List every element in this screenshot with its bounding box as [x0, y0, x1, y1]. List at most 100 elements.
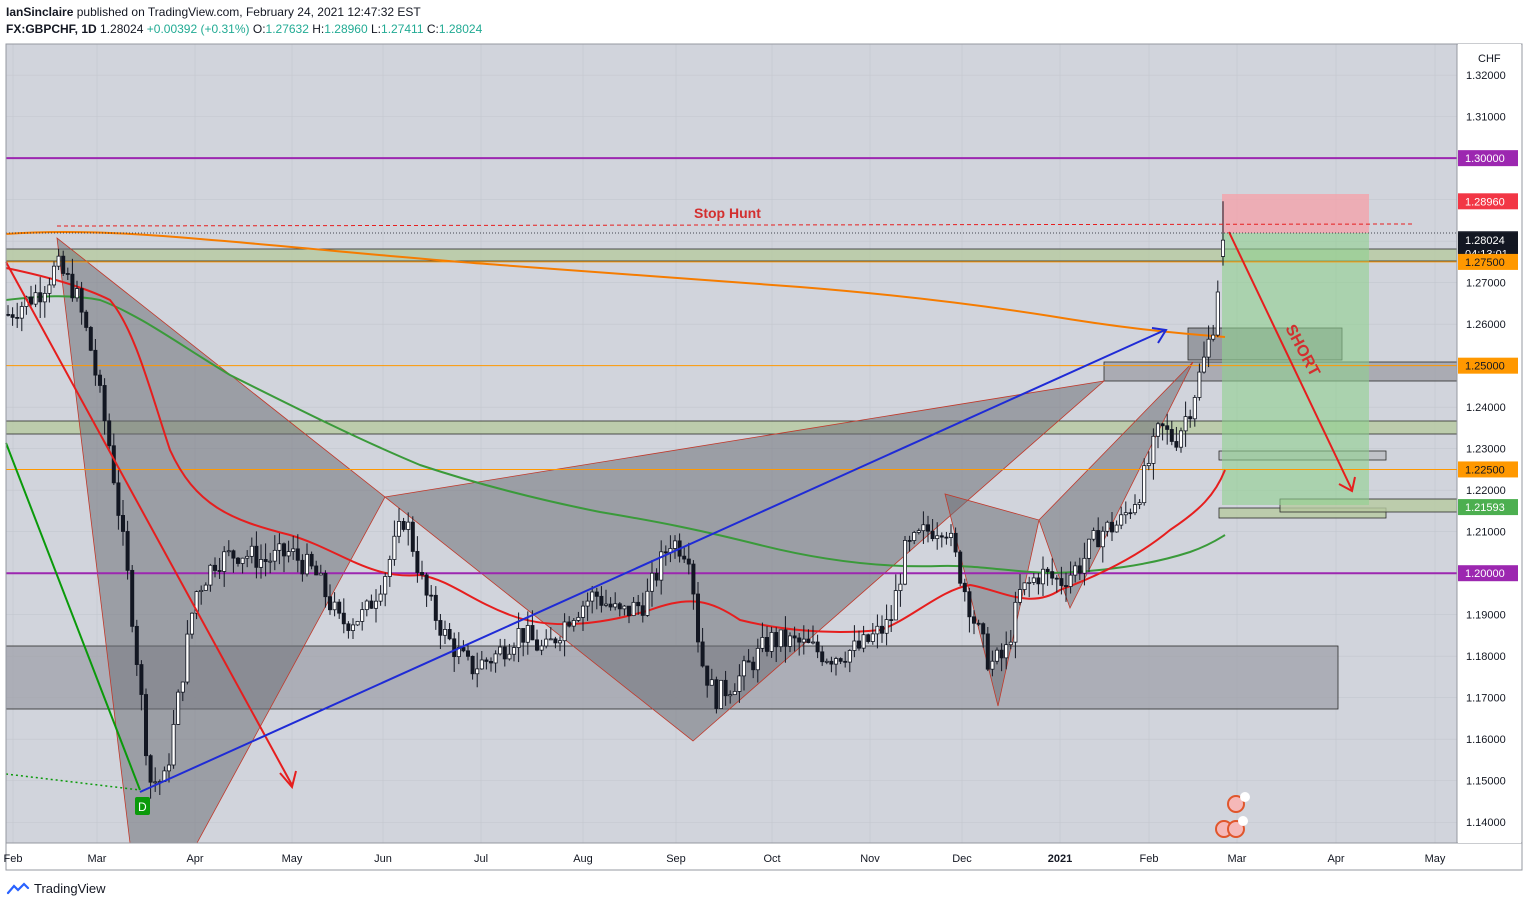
candle[interactable] — [650, 559, 655, 607]
candle[interactable] — [870, 623, 875, 645]
candle[interactable] — [512, 642, 517, 662]
candle[interactable] — [337, 599, 342, 619]
candle[interactable] — [935, 522, 940, 550]
candle[interactable] — [84, 309, 89, 332]
candle[interactable] — [958, 550, 963, 587]
candle[interactable] — [967, 587, 972, 633]
candle[interactable] — [976, 619, 981, 627]
candle[interactable] — [70, 258, 75, 302]
candle[interactable] — [843, 651, 848, 668]
candle[interactable] — [272, 535, 277, 571]
candle[interactable] — [300, 554, 305, 582]
candle[interactable] — [751, 656, 756, 679]
price-axis[interactable] — [1458, 44, 1521, 843]
candle[interactable] — [1105, 520, 1110, 537]
candle[interactable] — [700, 627, 705, 668]
candle[interactable] — [1054, 575, 1059, 593]
candle[interactable] — [452, 632, 457, 672]
candle[interactable] — [180, 681, 185, 702]
candle[interactable] — [811, 625, 816, 645]
candle[interactable] — [1091, 527, 1096, 542]
candle[interactable] — [1050, 558, 1055, 586]
candle[interactable] — [28, 285, 33, 307]
candle[interactable] — [558, 636, 563, 652]
candle[interactable] — [373, 589, 378, 623]
candle[interactable] — [203, 582, 208, 591]
candle[interactable] — [1013, 591, 1018, 659]
candle[interactable] — [571, 617, 576, 632]
candle[interactable] — [1045, 567, 1050, 586]
candle[interactable] — [327, 584, 332, 615]
candle[interactable] — [921, 511, 926, 544]
candle[interactable] — [719, 679, 724, 709]
candle[interactable] — [1018, 574, 1023, 606]
candle[interactable] — [765, 626, 770, 657]
candle[interactable] — [52, 261, 57, 288]
candle[interactable] — [1041, 556, 1046, 597]
candle[interactable] — [442, 620, 447, 645]
candle[interactable] — [806, 629, 811, 644]
candle[interactable] — [383, 572, 388, 607]
candle[interactable] — [323, 570, 328, 608]
candle[interactable] — [171, 709, 176, 769]
candle[interactable] — [75, 280, 80, 302]
candle[interactable] — [15, 302, 20, 328]
candle[interactable] — [604, 589, 609, 608]
candle[interactable] — [1110, 511, 1115, 541]
candle[interactable] — [627, 605, 632, 624]
candle[interactable] — [396, 508, 401, 544]
candle[interactable] — [116, 470, 121, 530]
candle[interactable] — [355, 620, 360, 626]
candle[interactable] — [176, 689, 181, 726]
candle[interactable] — [636, 594, 641, 615]
candle[interactable] — [479, 650, 484, 670]
candle[interactable] — [774, 627, 779, 663]
candle[interactable] — [783, 616, 788, 663]
author-name[interactable]: IanSinclaire — [6, 5, 74, 19]
candle[interactable] — [792, 626, 797, 652]
candle[interactable] — [212, 557, 217, 578]
candle[interactable] — [659, 540, 664, 595]
symbol-label[interactable]: FX:GBPCHF, 1D — [6, 22, 97, 36]
candle[interactable] — [61, 250, 66, 277]
candle[interactable] — [525, 611, 530, 655]
candle[interactable] — [1064, 572, 1069, 602]
candle[interactable] — [304, 543, 309, 577]
candle[interactable] — [488, 657, 493, 672]
candle[interactable] — [268, 552, 273, 574]
candle[interactable] — [415, 536, 420, 583]
candle[interactable] — [576, 611, 581, 623]
candle[interactable] — [346, 621, 351, 639]
candle[interactable] — [898, 573, 903, 607]
candle[interactable] — [755, 638, 760, 683]
candle[interactable] — [581, 600, 586, 631]
candle[interactable] — [1188, 409, 1193, 428]
candle[interactable] — [926, 515, 931, 543]
candle[interactable] — [1059, 566, 1064, 595]
candle[interactable] — [295, 534, 300, 573]
candle[interactable] — [903, 536, 908, 586]
candle[interactable] — [139, 660, 144, 711]
candle[interactable] — [401, 517, 406, 532]
candle[interactable] — [185, 620, 190, 685]
candle[interactable] — [599, 586, 604, 613]
candle[interactable] — [944, 531, 949, 545]
candle[interactable] — [972, 610, 977, 635]
candle[interactable] — [1133, 494, 1138, 516]
candle[interactable] — [797, 633, 802, 656]
candle[interactable] — [1174, 426, 1179, 451]
candle[interactable] — [1215, 280, 1220, 338]
event-icons[interactable] — [1215, 792, 1250, 838]
candle[interactable] — [93, 339, 98, 386]
event-flag-icon[interactable] — [1227, 795, 1245, 813]
candle[interactable] — [622, 605, 627, 616]
candle[interactable] — [1165, 413, 1170, 445]
candle[interactable] — [424, 572, 429, 607]
candle[interactable] — [484, 657, 489, 670]
candle[interactable] — [801, 625, 806, 655]
candle[interactable] — [1123, 501, 1128, 524]
candle[interactable] — [1073, 561, 1078, 583]
candle[interactable] — [953, 527, 958, 557]
candle[interactable] — [1077, 557, 1082, 581]
candle[interactable] — [291, 535, 296, 560]
